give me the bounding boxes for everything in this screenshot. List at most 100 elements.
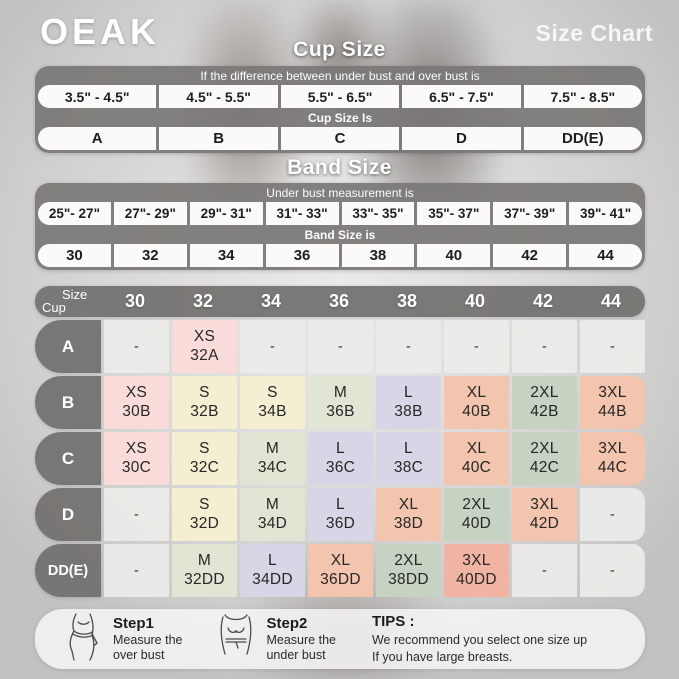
band-range-cell: 31"- 33" <box>265 202 339 225</box>
size-cell: XL 36DD <box>308 544 373 597</box>
cup-range-cell: 3.5" - 4.5" <box>38 85 157 108</box>
cup-condition-label: If the difference between under bust and… <box>200 69 480 83</box>
size-cell: L 36C <box>308 432 373 485</box>
size-code: 32DD <box>184 570 225 588</box>
size-letter: M <box>265 440 280 458</box>
size-letter: XL <box>398 496 419 514</box>
band-range-cell: 29"- 31" <box>189 202 263 225</box>
size-code: 42B <box>530 402 559 420</box>
band-range-cell: 27"- 29" <box>113 202 187 225</box>
cup-value-cell: D <box>402 127 521 150</box>
size-code: 44B <box>598 402 627 420</box>
band-range-cell: 35"- 37" <box>417 202 491 225</box>
matrix-row: DD(E) - M 32DD L 34DD XL 36DD 2XL 38DD 3XL 40DD - - <box>35 544 645 597</box>
matrix-column-header: 30 <box>124 291 146 311</box>
cup-value-row: A B C D DD(E) <box>38 127 643 150</box>
size-cell: - <box>580 320 645 373</box>
band-range-cell: 39"- 41" <box>569 202 642 225</box>
band-value-row: 30 32 34 36 38 40 42 44 <box>38 244 642 267</box>
size-code: 36D <box>325 514 356 532</box>
size-cell: M 34C <box>240 432 305 485</box>
matrix-column-header: 44 <box>600 291 622 311</box>
size-cell: - <box>512 320 577 373</box>
matrix-row-label: B <box>35 376 101 429</box>
matrix-row-label: C <box>35 432 101 485</box>
size-letter: S <box>199 440 210 458</box>
matrix-row-label: D <box>35 488 101 541</box>
band-size-table: Under bust measurement is 25"- 27" 27"- 2… <box>35 183 645 270</box>
size-cell: - <box>580 488 645 541</box>
size-code: 34C <box>257 458 288 476</box>
size-code: 30B <box>122 402 151 420</box>
over-bust-measure-icon <box>63 612 103 667</box>
band-result-label: Band Size is <box>304 228 376 242</box>
size-letter: XS <box>193 328 216 346</box>
size-code: 34D <box>257 514 288 532</box>
size-code: 32C <box>189 458 220 476</box>
brand-logo: OEAK <box>40 11 161 52</box>
band-range-cell: 37"- 39" <box>493 202 567 225</box>
size-letter: M <box>197 552 212 570</box>
size-code: 32A <box>190 346 219 364</box>
size-cell: S 32C <box>172 432 237 485</box>
size-cell: 2XL 40D <box>444 488 509 541</box>
size-matrix: Size Cup 30 32 34 36 38 40 42 44 A - XS 32A - - - - - - B… <box>35 286 645 597</box>
size-cell: XL 40C <box>444 432 509 485</box>
size-cell: M 36B <box>308 376 373 429</box>
size-letter: S <box>199 496 210 514</box>
size-cell: - <box>376 320 441 373</box>
size-code: 30C <box>121 458 152 476</box>
size-cell: 3XL 44C <box>580 432 645 485</box>
size-letter: XS <box>125 384 148 402</box>
matrix-row-label: A <box>35 320 101 373</box>
matrix-column-header: 40 <box>464 291 486 311</box>
size-cell: - <box>104 544 169 597</box>
band-size-title: Band Size <box>287 156 392 179</box>
size-cell: 3XL 44B <box>580 376 645 429</box>
measuring-guide-bar: Step1 Measure the over bust Step <box>35 609 645 669</box>
size-cell: L 38B <box>376 376 441 429</box>
size-letter: XL <box>330 552 351 570</box>
size-letter: 2XL <box>394 552 423 570</box>
size-letter: S <box>267 384 278 402</box>
size-cell: - <box>580 544 645 597</box>
size-letter: M <box>333 384 348 402</box>
under-bust-measure-icon <box>216 612 256 667</box>
cup-value-cell: DD(E) <box>523 127 643 150</box>
band-value-cell: 32 <box>113 244 187 267</box>
matrix-row: A - XS 32A - - - - - - <box>35 320 645 373</box>
tips-label: TIPS : <box>371 613 415 631</box>
band-value-cell: 44 <box>569 244 642 267</box>
size-cell: L 38C <box>376 432 441 485</box>
size-letter: XL <box>466 384 487 402</box>
cup-value-cell: C <box>280 127 400 150</box>
size-cell: - <box>240 320 305 373</box>
size-cell: 2XL 38DD <box>376 544 441 597</box>
size-letter: 3XL <box>598 384 627 402</box>
step-2-label: Step2 <box>266 615 308 633</box>
size-code: 40B <box>462 402 491 420</box>
size-cell: XL 38D <box>376 488 441 541</box>
matrix-row: C XS 30C S 32C M 34C L 36C L 38C XL 40C 2XL 42C 3XL 44C <box>35 432 645 485</box>
size-code: 34B <box>258 402 287 420</box>
band-range-cell: 33"- 35" <box>341 202 415 225</box>
size-cell: S 32B <box>172 376 237 429</box>
size-letter: 3XL <box>462 552 491 570</box>
step-1-label: Step1 <box>113 615 154 633</box>
size-cell: 2XL 42B <box>512 376 577 429</box>
cup-result-label: Cup Size Is <box>307 111 372 125</box>
cup-range-cell: 6.5" - 7.5" <box>402 85 521 108</box>
size-cell: 3XL 40DD <box>444 544 509 597</box>
matrix-row-label: DD(E) <box>35 544 101 597</box>
step-1: Step1 Measure the over bust <box>63 612 182 667</box>
size-cell: XS 30C <box>104 432 169 485</box>
size-letter: 2XL <box>462 496 491 514</box>
step-2: Step2 Measure the under bust <box>216 612 336 667</box>
size-cell: - <box>104 320 169 373</box>
size-letter: L <box>336 440 345 458</box>
size-code: 40D <box>461 514 492 532</box>
band-value-cell: 42 <box>493 244 567 267</box>
band-range-row: 25"- 27" 27"- 29" 29"- 31" 31"- 33" 33"- 35"… <box>38 202 642 225</box>
band-range-cell: 25"- 27" <box>38 202 111 225</box>
